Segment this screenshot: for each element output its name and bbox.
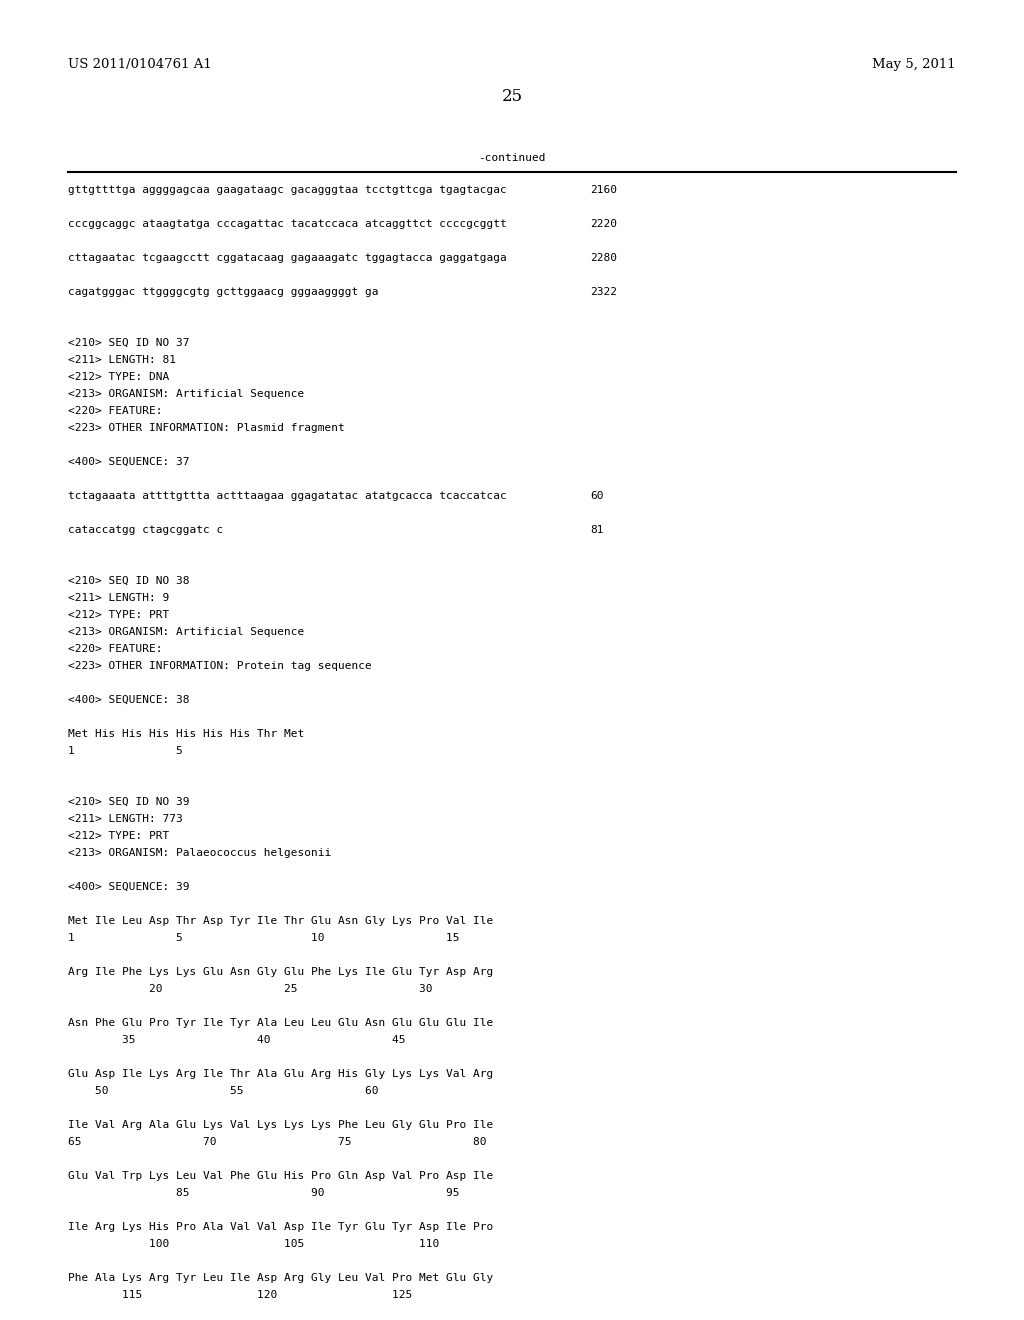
Text: cccggcaggc ataagtatga cccagattac tacatccaca atcaggttct ccccgcggtt: cccggcaggc ataagtatga cccagattac tacatcc… xyxy=(68,219,507,228)
Text: <213> ORGANISM: Artificial Sequence: <213> ORGANISM: Artificial Sequence xyxy=(68,389,304,399)
Text: 2322: 2322 xyxy=(590,286,617,297)
Text: <210> SEQ ID NO 37: <210> SEQ ID NO 37 xyxy=(68,338,189,348)
Text: 100                 105                 110: 100 105 110 xyxy=(68,1239,439,1249)
Text: <212> TYPE: PRT: <212> TYPE: PRT xyxy=(68,832,169,841)
Text: Phe Ala Lys Arg Tyr Leu Ile Asp Arg Gly Leu Val Pro Met Glu Gly: Phe Ala Lys Arg Tyr Leu Ile Asp Arg Gly … xyxy=(68,1272,494,1283)
Text: tctagaaata attttgttta actttaagaa ggagatatac atatgcacca tcaccatcac: tctagaaata attttgttta actttaagaa ggagata… xyxy=(68,491,507,502)
Text: 50                  55                  60: 50 55 60 xyxy=(68,1086,379,1096)
Text: <210> SEQ ID NO 39: <210> SEQ ID NO 39 xyxy=(68,797,189,807)
Text: <223> OTHER INFORMATION: Plasmid fragment: <223> OTHER INFORMATION: Plasmid fragmen… xyxy=(68,422,345,433)
Text: gttgttttga aggggagcaa gaagataagc gacagggtaa tcctgttcga tgagtacgac: gttgttttga aggggagcaa gaagataagc gacaggg… xyxy=(68,185,507,195)
Text: US 2011/0104761 A1: US 2011/0104761 A1 xyxy=(68,58,212,71)
Text: <400> SEQUENCE: 39: <400> SEQUENCE: 39 xyxy=(68,882,189,892)
Text: 115                 120                 125: 115 120 125 xyxy=(68,1290,413,1300)
Text: Ile Val Arg Ala Glu Lys Val Lys Lys Lys Phe Leu Gly Glu Pro Ile: Ile Val Arg Ala Glu Lys Val Lys Lys Lys … xyxy=(68,1119,494,1130)
Text: <211> LENGTH: 773: <211> LENGTH: 773 xyxy=(68,814,182,824)
Text: <213> ORGANISM: Artificial Sequence: <213> ORGANISM: Artificial Sequence xyxy=(68,627,304,638)
Text: Met Ile Leu Asp Thr Asp Tyr Ile Thr Glu Asn Gly Lys Pro Val Ile: Met Ile Leu Asp Thr Asp Tyr Ile Thr Glu … xyxy=(68,916,494,927)
Text: Ile Arg Lys His Pro Ala Val Val Asp Ile Tyr Glu Tyr Asp Ile Pro: Ile Arg Lys His Pro Ala Val Val Asp Ile … xyxy=(68,1222,494,1232)
Text: Asn Phe Glu Pro Tyr Ile Tyr Ala Leu Leu Glu Asn Glu Glu Glu Ile: Asn Phe Glu Pro Tyr Ile Tyr Ala Leu Leu … xyxy=(68,1018,494,1028)
Text: cataccatgg ctagcggatc c: cataccatgg ctagcggatc c xyxy=(68,525,223,535)
Text: 60: 60 xyxy=(590,491,603,502)
Text: 81: 81 xyxy=(590,525,603,535)
Text: 2160: 2160 xyxy=(590,185,617,195)
Text: 20                  25                  30: 20 25 30 xyxy=(68,983,432,994)
Text: May 5, 2011: May 5, 2011 xyxy=(872,58,956,71)
Text: Glu Val Trp Lys Leu Val Phe Glu His Pro Gln Asp Val Pro Asp Ile: Glu Val Trp Lys Leu Val Phe Glu His Pro … xyxy=(68,1171,494,1181)
Text: Glu Asp Ile Lys Arg Ile Thr Ala Glu Arg His Gly Lys Lys Val Arg: Glu Asp Ile Lys Arg Ile Thr Ala Glu Arg … xyxy=(68,1069,494,1078)
Text: 35                  40                  45: 35 40 45 xyxy=(68,1035,406,1045)
Text: <400> SEQUENCE: 38: <400> SEQUENCE: 38 xyxy=(68,696,189,705)
Text: <212> TYPE: PRT: <212> TYPE: PRT xyxy=(68,610,169,620)
Text: <213> ORGANISM: Palaeococcus helgesonii: <213> ORGANISM: Palaeococcus helgesonii xyxy=(68,847,331,858)
Text: 2280: 2280 xyxy=(590,253,617,263)
Text: 1               5                   10                  15: 1 5 10 15 xyxy=(68,933,460,942)
Text: <211> LENGTH: 9: <211> LENGTH: 9 xyxy=(68,593,169,603)
Text: Met His His His His His His Thr Met: Met His His His His His His Thr Met xyxy=(68,729,304,739)
Text: <211> LENGTH: 81: <211> LENGTH: 81 xyxy=(68,355,176,366)
Text: <223> OTHER INFORMATION: Protein tag sequence: <223> OTHER INFORMATION: Protein tag seq… xyxy=(68,661,372,671)
Text: cttagaatac tcgaagcctt cggatacaag gagaaagatc tggagtacca gaggatgaga: cttagaatac tcgaagcctt cggatacaag gagaaag… xyxy=(68,253,507,263)
Text: <210> SEQ ID NO 38: <210> SEQ ID NO 38 xyxy=(68,576,189,586)
Text: 1               5: 1 5 xyxy=(68,746,182,756)
Text: 25: 25 xyxy=(502,88,522,106)
Text: 2220: 2220 xyxy=(590,219,617,228)
Text: <212> TYPE: DNA: <212> TYPE: DNA xyxy=(68,372,169,381)
Text: -continued: -continued xyxy=(478,153,546,162)
Text: <400> SEQUENCE: 37: <400> SEQUENCE: 37 xyxy=(68,457,189,467)
Text: Arg Ile Phe Lys Lys Glu Asn Gly Glu Phe Lys Ile Glu Tyr Asp Arg: Arg Ile Phe Lys Lys Glu Asn Gly Glu Phe … xyxy=(68,968,494,977)
Text: cagatgggac ttggggcgtg gcttggaacg gggaaggggt ga: cagatgggac ttggggcgtg gcttggaacg gggaagg… xyxy=(68,286,379,297)
Text: <220> FEATURE:: <220> FEATURE: xyxy=(68,644,163,653)
Text: 85                  90                  95: 85 90 95 xyxy=(68,1188,460,1199)
Text: <220> FEATURE:: <220> FEATURE: xyxy=(68,407,163,416)
Text: 65                  70                  75                  80: 65 70 75 80 xyxy=(68,1137,486,1147)
